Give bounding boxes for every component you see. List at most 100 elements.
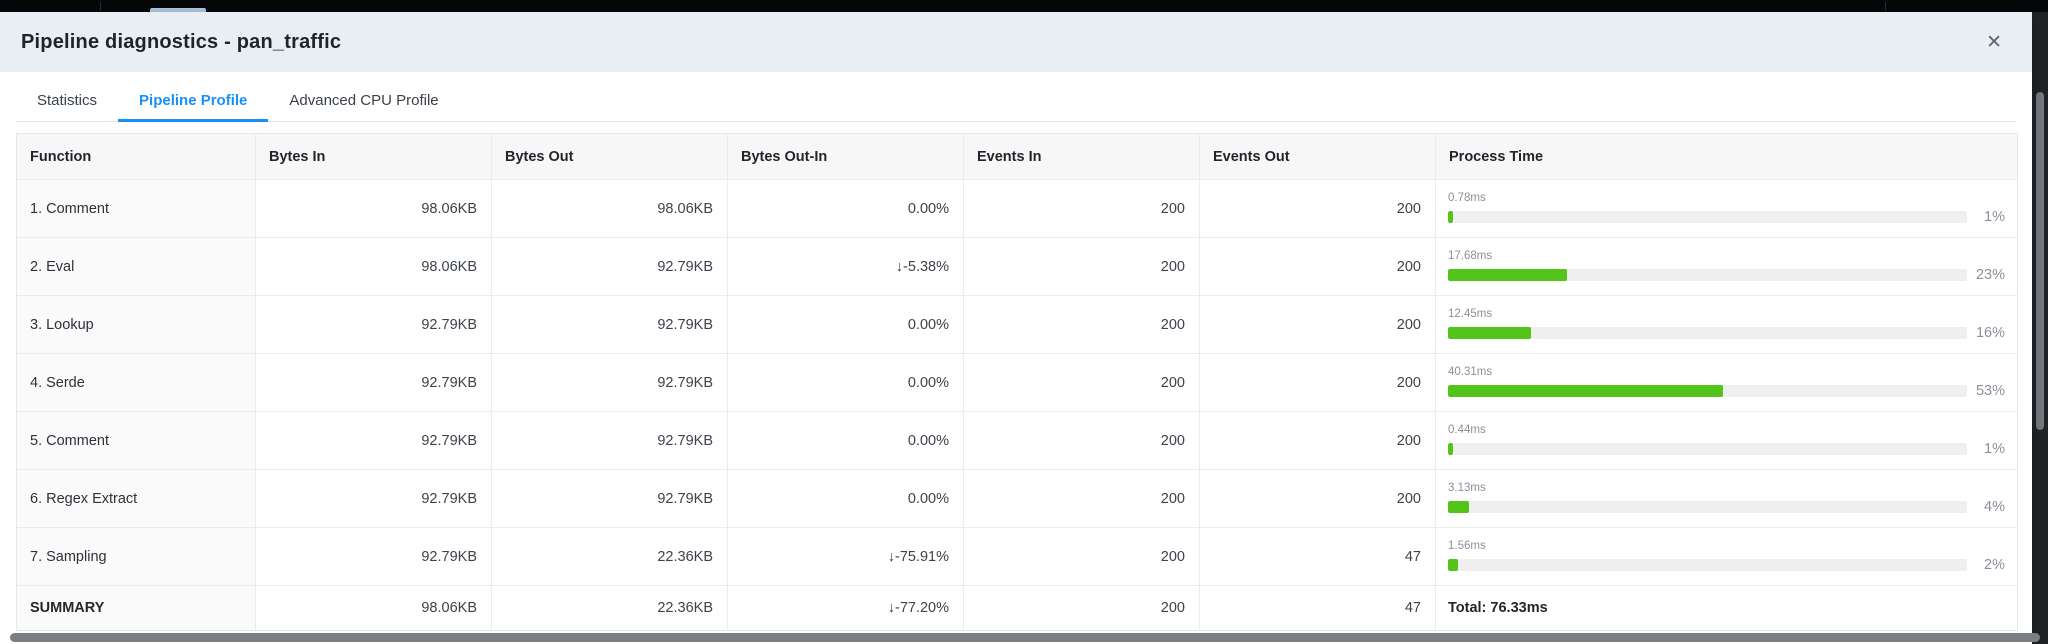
- close-icon[interactable]: ✕: [1982, 29, 2006, 56]
- column-header-bytes-in: Bytes In: [255, 134, 491, 179]
- process-time-bar: 2%: [1448, 557, 2017, 573]
- bytes-out-cell: 22.36KB: [491, 528, 727, 585]
- process-time-cell: 17.68ms 23%: [1435, 238, 2017, 295]
- process-time-bar: 4%: [1448, 499, 2017, 515]
- process-time-bar-track: [1448, 269, 1967, 281]
- table-row: 1. Comment 98.06KB 98.06KB 0.00% 200 200 0.78m…: [17, 180, 2017, 238]
- process-time-bar-fill: [1448, 443, 1454, 455]
- modal-backdrop: [2032, 0, 2048, 644]
- vertical-scrollbar[interactable]: [2036, 92, 2044, 430]
- process-time-bar-fill: [1448, 327, 1532, 339]
- tab-bar: Statistics Pipeline Profile Advanced CPU P…: [16, 72, 2016, 122]
- tab-pipeline-profile[interactable]: Pipeline Profile: [118, 83, 269, 122]
- horizontal-scrollbar[interactable]: [10, 633, 2040, 642]
- summary-function-cell: SUMMARY: [17, 586, 255, 630]
- process-time-bar: 16%: [1448, 325, 2017, 341]
- process-time-bar-track: [1448, 443, 1967, 455]
- summary-row: SUMMARY 98.06KB 22.36KB ↓-77.20% 200 47 Total:…: [17, 586, 2017, 630]
- events-in-cell: 200: [963, 296, 1199, 353]
- process-time-cell: 40.31ms 53%: [1435, 354, 2017, 411]
- bytes-in-cell: 92.79KB: [255, 412, 491, 469]
- process-time-percent-label: 1%: [1984, 441, 2005, 457]
- column-header-process-time: Process Time: [1435, 134, 2017, 179]
- process-time-percent-label: 53%: [1975, 383, 2005, 399]
- bytes-out-in-cell: 0.00%: [727, 354, 963, 411]
- process-time-content: 0.44ms 1%: [1448, 424, 2017, 457]
- process-time-bar: 23%: [1448, 267, 2017, 283]
- bytes-out-in-cell: ↓-75.91%: [727, 528, 963, 585]
- process-time-bar-fill: [1448, 501, 1469, 513]
- events-out-cell: 200: [1199, 412, 1435, 469]
- process-time-cell: 0.78ms 1%: [1435, 180, 2017, 237]
- summary-events-out-cell: 47: [1199, 586, 1435, 630]
- process-time-percent-label: 23%: [1975, 267, 2005, 283]
- events-in-cell: 200: [963, 412, 1199, 469]
- events-in-cell: 200: [963, 528, 1199, 585]
- bytes-out-cell: 92.79KB: [491, 238, 727, 295]
- column-header-function: Function: [17, 134, 255, 179]
- table-row: 6. Regex Extract 92.79KB 92.79KB 0.00% 200 20…: [17, 470, 2017, 528]
- table-row: 5. Comment 92.79KB 92.79KB 0.00% 200 200 0.44m…: [17, 412, 2017, 470]
- table-row: 3. Lookup 92.79KB 92.79KB 0.00% 200 200 12.45m…: [17, 296, 2017, 354]
- column-header-events-in: Events In: [963, 134, 1199, 179]
- events-in-cell: 200: [963, 470, 1199, 527]
- process-time-content: 1.56ms 2%: [1448, 540, 2017, 573]
- events-out-cell: 200: [1199, 354, 1435, 411]
- process-time-ms-label: 1.56ms: [1448, 540, 1486, 552]
- table-row: 7. Sampling 92.79KB 22.36KB ↓-75.91% 200 47 1.…: [17, 528, 2017, 586]
- modal-header: Pipeline diagnostics - pan_traffic ✕: [0, 12, 2032, 72]
- function-cell: 2. Eval: [17, 238, 255, 295]
- pipeline-diagnostics-modal: Pipeline diagnostics - pan_traffic ✕ Sta…: [0, 12, 2032, 644]
- bytes-in-cell: 98.06KB: [255, 180, 491, 237]
- bytes-out-cell: 92.79KB: [491, 412, 727, 469]
- column-header-bytes-out: Bytes Out: [491, 134, 727, 179]
- bytes-out-in-cell: 0.00%: [727, 412, 963, 469]
- summary-bytes-out-in-cell: ↓-77.20%: [727, 586, 963, 630]
- events-in-cell: 200: [963, 238, 1199, 295]
- process-time-bar-track: [1448, 559, 1967, 571]
- modal-title: Pipeline diagnostics - pan_traffic: [21, 30, 342, 53]
- summary-events-in-cell: 200: [963, 586, 1199, 630]
- events-out-cell: 200: [1199, 238, 1435, 295]
- background-active-nav-indicator: [150, 8, 206, 12]
- process-time-content: 0.78ms 1%: [1448, 192, 2017, 225]
- function-cell: 1. Comment: [17, 180, 255, 237]
- bytes-in-cell: 98.06KB: [255, 238, 491, 295]
- function-cell: 7. Sampling: [17, 528, 255, 585]
- bytes-in-cell: 92.79KB: [255, 354, 491, 411]
- bytes-in-cell: 92.79KB: [255, 470, 491, 527]
- process-time-bar-fill: [1448, 559, 1459, 571]
- nav-separator: [1885, 2, 1886, 11]
- bytes-out-cell: 92.79KB: [491, 296, 727, 353]
- summary-total-time-cell: Total: 76.33ms: [1435, 586, 2017, 630]
- process-time-bar-track: [1448, 211, 1967, 223]
- bytes-in-cell: 92.79KB: [255, 528, 491, 585]
- table-row: 2. Eval 98.06KB 92.79KB ↓-5.38% 200 200 17.68m…: [17, 238, 2017, 296]
- function-cell: 3. Lookup: [17, 296, 255, 353]
- process-time-bar-fill: [1448, 211, 1454, 223]
- events-in-cell: 200: [963, 180, 1199, 237]
- process-time-percent-label: 4%: [1984, 499, 2005, 515]
- process-time-cell: 12.45ms 16%: [1435, 296, 2017, 353]
- process-time-ms-label: 12.45ms: [1448, 308, 1493, 320]
- tab-statistics[interactable]: Statistics: [37, 92, 98, 109]
- tab-advanced-cpu-profile[interactable]: Advanced CPU Profile: [289, 92, 439, 109]
- events-out-cell: 200: [1199, 180, 1435, 237]
- process-time-bar-track: [1448, 501, 1967, 513]
- process-time-ms-label: 40.31ms: [1448, 366, 1493, 378]
- column-header-bytes-out-in: Bytes Out-In: [727, 134, 963, 179]
- events-out-cell: 47: [1199, 528, 1435, 585]
- events-out-cell: 200: [1199, 296, 1435, 353]
- table-row: 4. Serde 92.79KB 92.79KB 0.00% 200 200 40.31ms…: [17, 354, 2017, 412]
- process-time-content: 3.13ms 4%: [1448, 482, 2017, 515]
- function-cell: 5. Comment: [17, 412, 255, 469]
- process-time-cell: 1.56ms 2%: [1435, 528, 2017, 585]
- process-time-content: 40.31ms 53%: [1448, 366, 2017, 399]
- process-time-cell: 0.44ms 1%: [1435, 412, 2017, 469]
- bytes-out-cell: 92.79KB: [491, 470, 727, 527]
- table-header-row: Function Bytes In Bytes Out Bytes Out-In Eve…: [17, 134, 2017, 180]
- function-cell: 4. Serde: [17, 354, 255, 411]
- process-time-ms-label: 0.78ms: [1448, 192, 1486, 204]
- bytes-out-in-cell: 0.00%: [727, 180, 963, 237]
- process-time-ms-label: 0.44ms: [1448, 424, 1486, 436]
